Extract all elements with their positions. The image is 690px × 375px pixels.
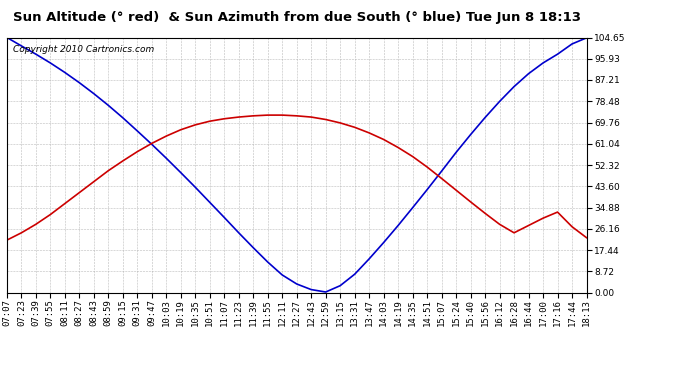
Text: Copyright 2010 Cartronics.com: Copyright 2010 Cartronics.com xyxy=(12,45,154,54)
Text: Sun Altitude (° red)  & Sun Azimuth from due South (° blue) Tue Jun 8 18:13: Sun Altitude (° red) & Sun Azimuth from … xyxy=(12,11,581,24)
